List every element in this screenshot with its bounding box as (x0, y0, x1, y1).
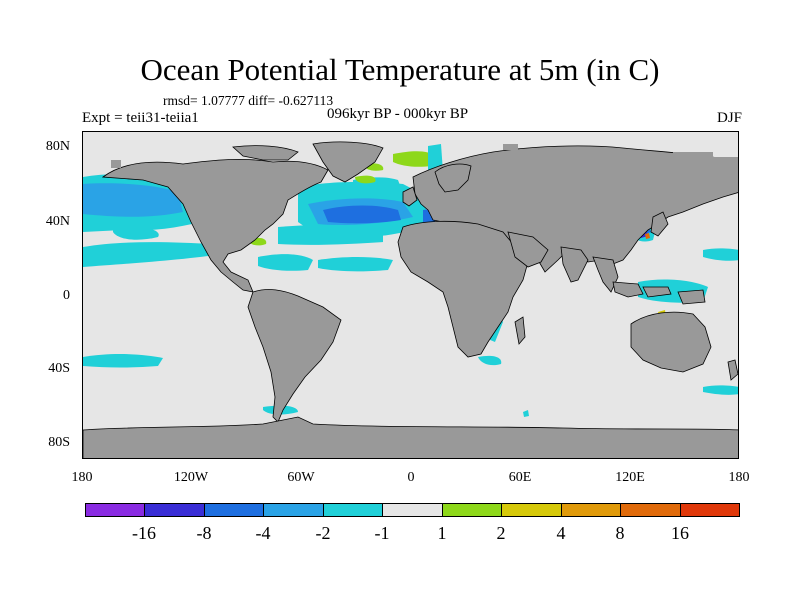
anomaly-shading (83, 144, 738, 417)
season-label: DJF (716, 110, 742, 126)
lon-label-0: 0 (407, 470, 415, 485)
world-map (83, 132, 738, 458)
colorbar-box-2 (204, 504, 265, 516)
lon-label-120e: 120E (615, 470, 645, 485)
lon-label-120w: 120W (173, 470, 209, 485)
colorbar-box-10 (680, 504, 739, 516)
lat-label-40n: 40N (45, 214, 70, 229)
lon-label-60w: 60W (287, 470, 315, 485)
lat-label-0: 0 (63, 288, 70, 303)
colorbar-box-4 (323, 504, 384, 516)
land (83, 141, 738, 458)
arctic-mask (111, 144, 738, 168)
colorbar-box-0 (86, 504, 146, 516)
lon-label-180w: 180 (71, 470, 93, 485)
lon-label-60e: 60E (508, 470, 532, 485)
colorbar-label-9: 16 (671, 523, 689, 543)
lat-label-80s: 80S (48, 435, 70, 450)
colorbar-label-1: -8 (196, 523, 212, 543)
lat-label-80n: 80N (45, 139, 70, 154)
colorbar-box-6 (442, 504, 503, 516)
colorbar (85, 503, 740, 517)
colorbar-label-3: -2 (315, 523, 331, 543)
colorbar-label-0: -16 (132, 523, 156, 543)
colorbar-box-5 (383, 504, 443, 516)
colorbar-label-2: -4 (255, 523, 271, 543)
colorbar-label-8: 8 (615, 523, 625, 543)
map-panel (82, 131, 739, 459)
colorbar-box-8 (561, 504, 622, 516)
colorbar-label-5: 1 (437, 523, 447, 543)
period-label: 096kyr BP - 000kyr BP (327, 106, 469, 122)
colorbar-box-1 (145, 504, 205, 516)
colorbar-label-4: -1 (374, 523, 390, 543)
colorbar-label-6: 2 (496, 523, 506, 543)
colorbar-box-7 (502, 504, 562, 516)
experiment-label: Expt = teii31-teiia1 (82, 110, 199, 126)
colorbar-box-3 (264, 504, 324, 516)
lon-label-180e: 180 (728, 470, 750, 485)
colorbar-label-7: 4 (556, 523, 566, 543)
map-title: Ocean Potential Temperature at 5m (in C) (140, 52, 660, 87)
colorbar-box-9 (621, 504, 681, 516)
lat-label-40s: 40S (48, 361, 70, 376)
stats-text: rmsd= 1.07777 diff= -0.627113 (163, 93, 334, 108)
